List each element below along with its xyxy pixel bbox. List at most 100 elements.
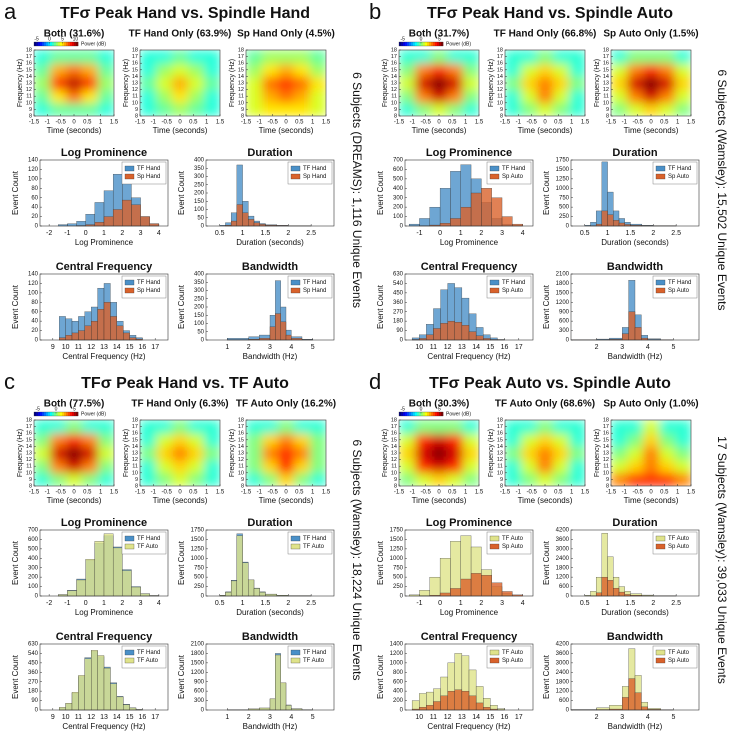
spectrogram-cell	[521, 420, 538, 434]
histogram-bar	[253, 222, 260, 227]
x-tick-label: 1	[205, 490, 209, 496]
spectrogram-cell	[156, 89, 173, 104]
histogram-bar	[140, 593, 150, 597]
spectrogram-cell	[463, 446, 479, 461]
y-tick-label: 350	[194, 280, 205, 286]
spectrogram-cell	[82, 89, 99, 104]
spectrogram-cell	[262, 446, 279, 461]
spectrogram-cell	[463, 472, 479, 486]
x-tick-label: 2.5	[671, 600, 681, 607]
histogram-bar	[129, 337, 137, 341]
spectrogram-cell	[82, 102, 99, 116]
histogram-bar	[590, 591, 597, 597]
spectrogram-cell	[627, 420, 644, 434]
x-axis-label: Time (seconds)	[518, 126, 573, 135]
x-tick-label: 0	[284, 120, 288, 126]
histogram-bar	[103, 302, 111, 341]
y-tick-label: 3600	[556, 537, 570, 543]
spectrogram-cell	[553, 102, 570, 116]
x-axis-label: Time (seconds)	[412, 126, 467, 135]
spectrogram-cell	[50, 76, 67, 91]
spectrogram-cell	[553, 433, 570, 447]
histogram-bar	[450, 218, 461, 227]
spectrogram-cell	[172, 433, 189, 447]
x-tick-label: -1	[410, 490, 416, 496]
colorbar-segment	[38, 42, 41, 46]
y-tick-label: 12	[26, 457, 32, 463]
histogram-bar	[468, 331, 477, 341]
x-tick-label: 0.5	[448, 120, 457, 126]
spectrogram-cell	[66, 459, 83, 474]
y-axis-label: Event Count	[542, 284, 551, 329]
x-tick-label: 1	[311, 120, 315, 126]
legend-label: TF Hand	[502, 280, 525, 286]
y-tick-label: 8	[29, 483, 32, 489]
y-tick-label: 4200	[556, 528, 570, 534]
legend-label: Sp Auto	[668, 174, 690, 180]
spectrogram-cell	[553, 472, 570, 486]
spectrogram-cell	[294, 472, 311, 486]
spectrogram	[140, 50, 220, 116]
spectrogram-cell	[156, 433, 173, 447]
spectrogram-title: Both (30.3%)	[409, 399, 470, 410]
colorbar-segment	[36, 412, 39, 416]
y-tick-label: 17	[26, 54, 32, 60]
axes-frame	[570, 643, 700, 711]
x-tick-label: 3	[268, 344, 272, 351]
colorbar-tick-label: -5	[34, 36, 39, 42]
spectrogram-cell	[643, 50, 660, 64]
spectrogram-cell	[399, 433, 416, 447]
y-tick-label: 11	[238, 464, 244, 470]
y-tick-label: 15	[132, 437, 138, 443]
spectrogram-cell	[34, 63, 51, 77]
spectrogram	[246, 420, 326, 486]
x-tick-label: 4	[521, 600, 525, 607]
y-tick-label: 15	[497, 437, 503, 443]
x-axis-label: Time (seconds)	[259, 126, 314, 135]
histogram-title: Central Frequency	[421, 261, 518, 273]
y-tick-label: 18	[391, 47, 397, 53]
spectrogram-cell	[611, 472, 628, 486]
y-tick-label: 900	[559, 309, 570, 315]
y-axis-label: Event Count	[177, 170, 186, 215]
spectrogram-cell	[246, 459, 263, 474]
y-tick-label: 17	[238, 54, 244, 60]
y-tick-label: 17	[238, 424, 244, 430]
y-tick-label: 12	[132, 457, 138, 463]
spectrogram-cell	[140, 50, 157, 64]
colorbar-segment	[68, 42, 71, 46]
y-tick-label: 18	[497, 47, 503, 53]
legend-swatch	[655, 535, 666, 542]
y-tick-label: 1500	[191, 537, 205, 543]
x-tick-label: 0.5	[580, 600, 590, 607]
y-tick-label: 9	[241, 477, 244, 483]
panel-title: TFσ Peak Hand vs. TF Auto	[81, 375, 289, 392]
y-tick-label: 14	[603, 444, 609, 450]
x-tick-label: 0	[84, 230, 88, 237]
spectrogram-cell	[246, 433, 263, 447]
histogram-bar	[429, 206, 441, 227]
y-axis-label: Frequency (Hz)	[229, 59, 236, 107]
legend-label: TF Hand	[137, 650, 160, 656]
y-tick-label: 1800	[556, 281, 570, 287]
x-tick-label: -0.5	[420, 490, 431, 496]
legend-swatch	[489, 165, 500, 172]
colorbar-segment	[52, 412, 55, 416]
y-tick-label: 16	[497, 431, 503, 437]
x-tick-label: 4	[646, 714, 650, 721]
spectrogram-cell	[553, 76, 570, 91]
y-tick-label: 0	[566, 708, 570, 714]
spectrogram-cell	[98, 89, 114, 104]
x-tick-label: 4	[157, 230, 161, 237]
spectrogram-cell	[172, 50, 189, 64]
spectrogram-cell	[140, 459, 157, 474]
y-axis-label: Event Count	[376, 170, 385, 215]
spectrogram-cell	[569, 50, 585, 64]
y-tick-label: 500	[393, 176, 404, 182]
y-tick-label: 0	[566, 338, 570, 344]
y-tick-label: 800	[393, 670, 404, 676]
y-tick-label: 1200	[556, 575, 570, 581]
legend-swatch	[124, 657, 135, 664]
y-tick-label: 120	[28, 281, 39, 287]
spectrogram-cell	[537, 63, 554, 77]
